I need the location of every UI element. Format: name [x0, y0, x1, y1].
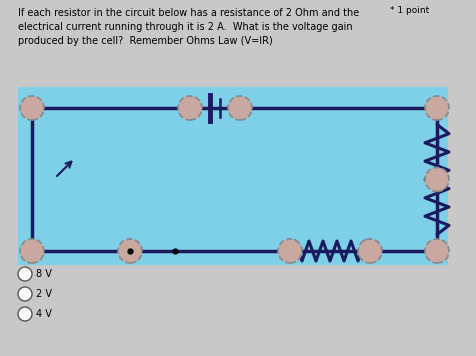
Circle shape	[424, 239, 448, 263]
Text: * 1 point: * 1 point	[389, 6, 428, 15]
Circle shape	[20, 239, 44, 263]
FancyBboxPatch shape	[18, 87, 447, 265]
Text: If each resistor in the circuit below has a resistance of 2 Ohm and the
electric: If each resistor in the circuit below ha…	[18, 8, 358, 46]
Circle shape	[228, 96, 251, 120]
Text: 4 V: 4 V	[36, 309, 52, 319]
Circle shape	[424, 96, 448, 120]
Circle shape	[118, 239, 142, 263]
Circle shape	[178, 96, 201, 120]
Circle shape	[20, 96, 44, 120]
Circle shape	[18, 307, 32, 321]
Text: 8 V: 8 V	[36, 269, 52, 279]
Circle shape	[18, 267, 32, 281]
Circle shape	[357, 239, 381, 263]
Circle shape	[424, 168, 448, 192]
Circle shape	[18, 287, 32, 301]
Circle shape	[278, 239, 301, 263]
Text: 2 V: 2 V	[36, 289, 52, 299]
